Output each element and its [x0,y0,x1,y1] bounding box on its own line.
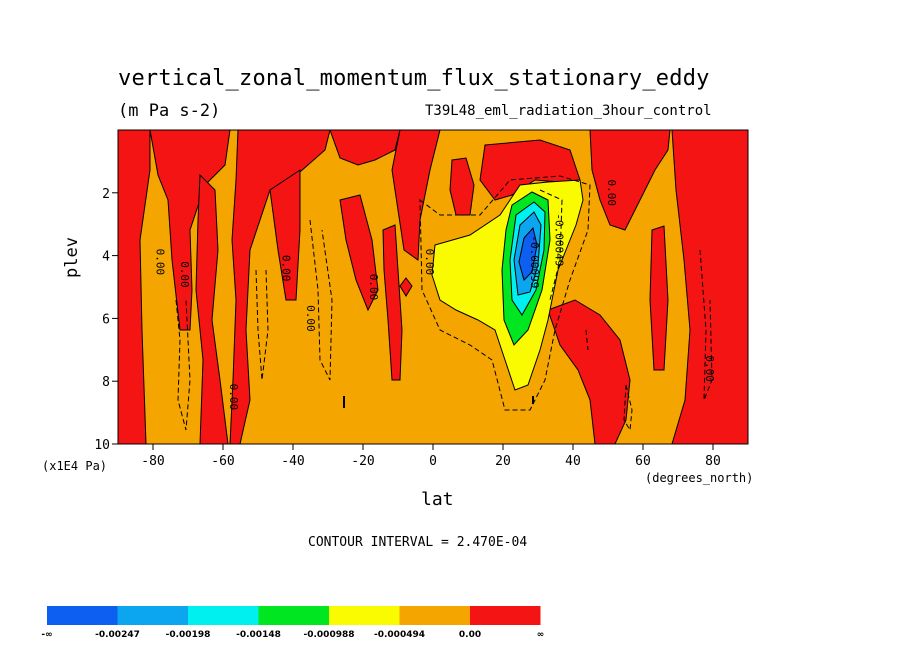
positive-region [339,194,379,312]
y-tick-label: 10 [94,438,110,453]
positive-region [589,130,671,231]
chart-title: vertical_zonal_momentum_flux_stationary_… [118,66,710,91]
positive-region [449,157,475,216]
positive-region [149,130,231,331]
positive-region [118,130,151,444]
contour-label: 0.00 [227,384,240,411]
contour-interval-text: CONTOUR INTERVAL = 2.470E-04 [308,535,528,550]
colorbar-label: -0.00198 [166,630,211,640]
contour-label: 0.00 [423,249,436,276]
positive-region [229,130,331,444]
positive-region [329,130,401,166]
colorbar-swatch [329,606,400,625]
dashed-contour [623,384,633,432]
colorbar-label: -0.000494 [374,630,425,640]
x-axis-units: (degrees_north) [645,471,754,485]
x-tick-label: 0 [429,454,437,469]
negative-region [518,226,538,281]
y-axis-units: (x1E4 Pa) [42,459,108,473]
x-axis-label: lat [421,489,454,510]
dashed-contour [175,299,191,431]
contour-label: 0.00 [154,249,167,276]
colorbar-label: -∞ [41,630,52,640]
colorbar-label: -0.00247 [95,630,140,640]
contour-label: -0.00099 [528,235,541,288]
x-tick-label: 60 [635,454,651,469]
x-tick-label: 40 [565,454,581,469]
x-tick-label: -80 [141,454,164,469]
colorbar-label: 0.00 [459,630,481,640]
colorbar-swatch [117,606,188,625]
dashed-contour [309,219,333,381]
contour-label: 0.00 [367,274,380,301]
positive-region [479,139,581,201]
positive-region [399,277,413,297]
colorbar-label: ∞ [537,630,545,640]
x-tick-label: 20 [495,454,511,469]
y-tick-label: 4 [102,250,110,265]
x-tick-label: -40 [281,454,304,469]
positive-region [391,130,441,261]
positive-region [195,173,229,444]
colorbar-swatch [399,606,470,625]
colorbar-label: -0.000988 [304,630,355,640]
colorbar-swatch [470,606,541,625]
run-label: T39L48_eml_radiation_3hour_control [425,103,712,119]
positive-region [649,225,669,371]
x-tick-label: -60 [211,454,234,469]
colorbar-swatch [47,606,118,625]
contour-label: -0.00049 [553,213,566,266]
positive-region [269,169,301,301]
colorbar-swatch [258,606,329,625]
chart-units: (m Pa s-2) [118,101,221,121]
colorbar: -∞ -0.00247 -0.00198 -0.00148 -0.000988 -0.00… [41,606,544,640]
dashed-contour [539,189,563,301]
positive-region [671,130,748,444]
x-axis: -80 -60 -40 -20 0 20 40 60 80 [141,444,721,469]
contour-label: 0.00 [605,180,618,207]
contour-label: 0.00 [304,305,317,332]
colorbar-label: -0.00148 [236,630,281,640]
y-axis: 2 4 6 8 10 [94,187,118,453]
contour-label: 0.00 [178,261,191,288]
dashed-contour [255,269,269,381]
y-tick-label: 6 [102,312,110,327]
positive-region [547,299,631,444]
positive-region [382,224,403,381]
contour-label: 0.00 [280,255,293,282]
contour-label: 0.00 [703,355,716,382]
colorbar-swatch [188,606,259,625]
y-tick-label: 2 [102,187,110,202]
y-tick-label: 8 [102,375,110,390]
dashed-contours [175,175,713,432]
x-tick-label: 80 [705,454,721,469]
x-tick-label: -20 [351,454,374,469]
contour-field [118,130,748,444]
dashed-contour [585,329,589,351]
contour-labels: 0.00 0.00 0.00 0.00 0.00 0.00 0.00 -0.00049 -0.0… [154,180,717,411]
